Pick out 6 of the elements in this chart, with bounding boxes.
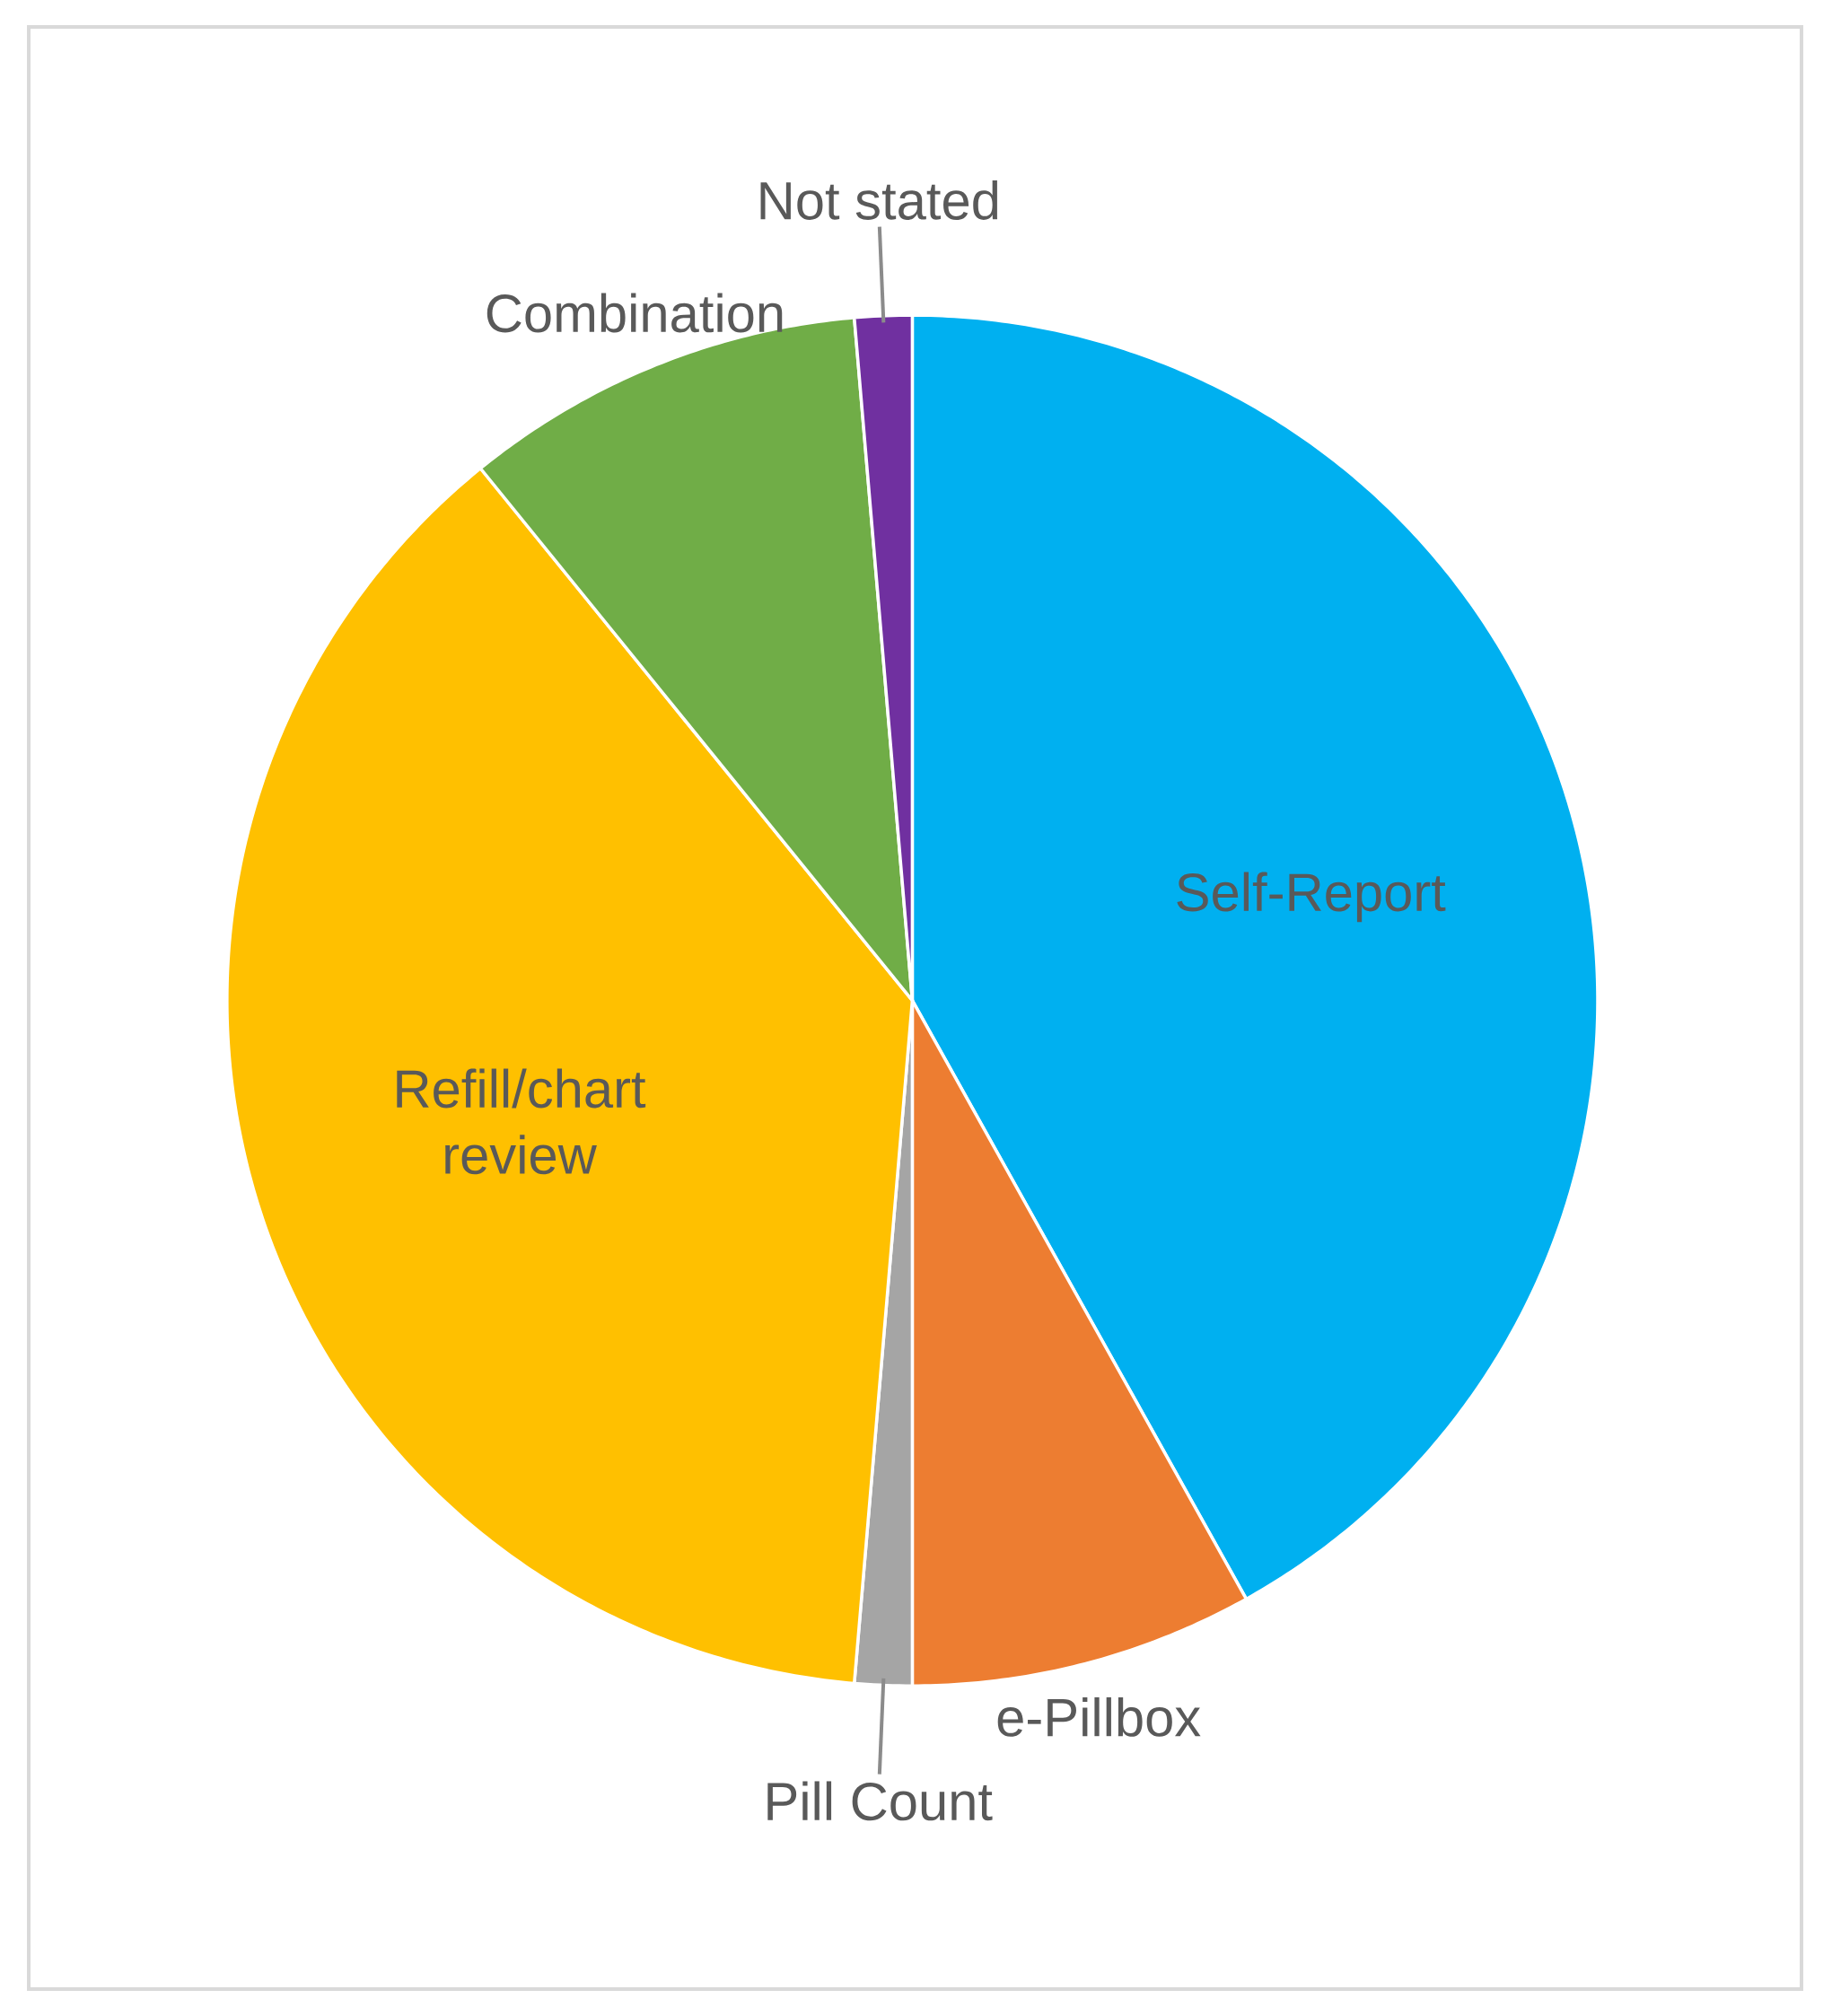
slice-label: Combination — [486, 293, 783, 333]
slice-label: Not stated — [760, 180, 998, 220]
slice-label: Self-Report — [1177, 872, 1446, 923]
slice-label: Refill/chart review — [397, 1068, 646, 1175]
slice-label: Pill Count — [767, 1781, 993, 1821]
slice-label: e-Pillbox — [997, 1696, 1201, 1737]
